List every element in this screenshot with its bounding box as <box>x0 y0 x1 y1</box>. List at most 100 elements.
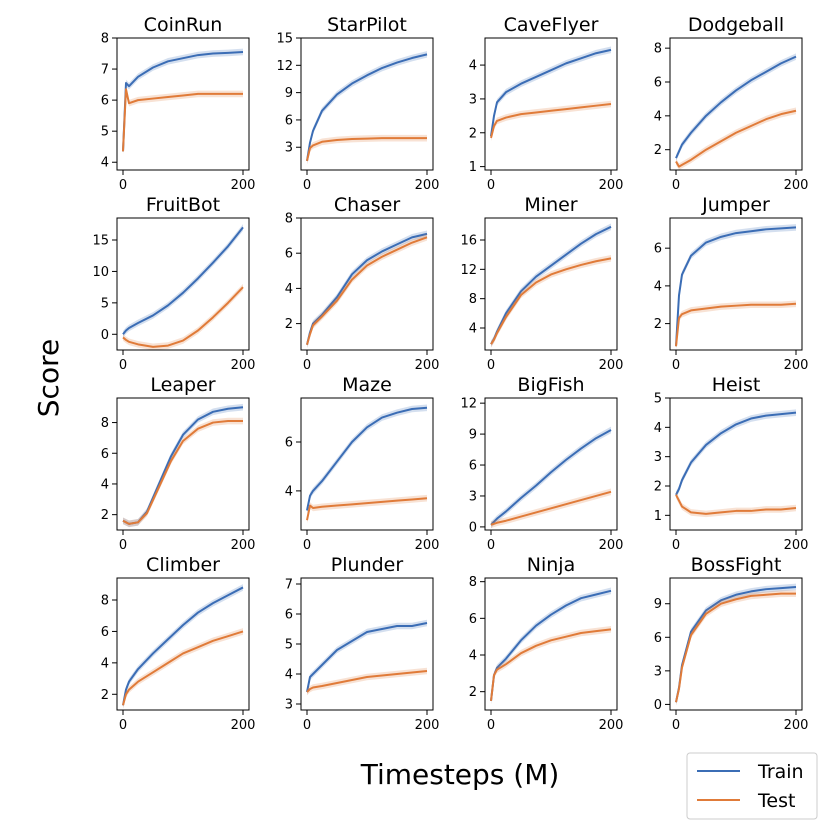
band-train <box>491 426 611 529</box>
y-tick-label: 3 <box>469 489 477 504</box>
x-tick-label: 200 <box>415 718 440 733</box>
y-tick-label: 6 <box>101 625 109 640</box>
band-test <box>491 626 611 705</box>
band-train <box>676 224 796 350</box>
panel-title: FruitBot <box>146 194 220 216</box>
panel-frame <box>669 397 803 531</box>
y-tick-label: 7 <box>285 578 293 593</box>
y-tick-label: 1 <box>654 509 662 524</box>
y-tick-label: 5 <box>101 296 109 311</box>
series-line-train <box>122 586 244 706</box>
y-tick-label: 3 <box>469 92 477 107</box>
y-tick-label: 8 <box>469 292 477 307</box>
y-tick-label: 4 <box>469 649 477 664</box>
series-line-test <box>306 670 428 693</box>
y-axis-label: Score <box>32 339 65 417</box>
y-tick-label: 6 <box>654 242 662 257</box>
band-train <box>491 46 611 140</box>
panel-title: Ninja <box>527 554 575 576</box>
series-line-train <box>306 53 428 162</box>
series-line-test <box>675 109 797 168</box>
y-tick-label: 6 <box>469 459 477 474</box>
series-line-train <box>122 50 244 152</box>
y-tick-label: 5 <box>285 638 293 653</box>
y-tick-label: 2 <box>101 688 109 703</box>
y-tick-label: 9 <box>285 86 293 101</box>
x-tick-label: 0 <box>672 718 680 733</box>
panel-caveflyer: CaveFlyer 1 2 3 4 0 200 <box>469 14 624 193</box>
x-tick-label: 200 <box>415 358 440 373</box>
y-tick-label: 15 <box>276 32 293 47</box>
series-line-test <box>490 257 612 345</box>
panel-title: Plunder <box>331 554 404 576</box>
series-line-train <box>122 226 244 335</box>
panel-frame <box>116 577 250 711</box>
y-tick-label: 6 <box>101 447 109 462</box>
band-test <box>123 85 243 155</box>
y-tick-label: 9 <box>654 597 662 612</box>
band-train <box>123 224 243 338</box>
panel-frame <box>484 37 618 171</box>
panel-maze: Maze 4 6 0 200 <box>285 374 440 553</box>
panel-frame <box>116 217 250 351</box>
series-line-test <box>122 420 243 525</box>
panel-title: Climber <box>146 554 220 576</box>
x-tick-label: 0 <box>303 538 311 553</box>
y-tick-label: 5 <box>101 125 109 140</box>
panel-heist: Heist 1 2 3 4 5 0 200 <box>654 374 809 553</box>
panel-frame <box>116 37 250 171</box>
panel-title: Leaper <box>150 374 215 396</box>
legend-frame <box>686 752 818 820</box>
y-tick-label: 4 <box>469 59 477 74</box>
y-tick-label: 12 <box>460 263 477 278</box>
x-tick-label: 200 <box>231 178 256 193</box>
y-tick-label: 3 <box>285 698 293 713</box>
panel-frame <box>669 217 803 351</box>
band-train <box>123 584 243 709</box>
band-train <box>676 53 796 162</box>
series-line-test <box>306 497 428 521</box>
panel-bigfish: BigFish 0 3 6 9 12 0 200 <box>460 374 623 553</box>
series-line-test <box>490 490 612 526</box>
x-tick-label: 200 <box>784 538 809 553</box>
y-tick-label: 2 <box>285 317 293 332</box>
panel-title: Jumper <box>701 194 770 216</box>
panel-dodgeball: Dodgeball 2 4 6 8 0 200 <box>654 14 809 193</box>
panel-fruitbot: FruitBot 0 5 10 15 0 200 <box>92 194 255 373</box>
y-tick-label: 9 <box>469 428 477 443</box>
y-tick-label: 6 <box>469 612 477 627</box>
x-tick-label: 0 <box>487 538 495 553</box>
y-tick-label: 3 <box>654 450 662 465</box>
y-tick-label: 8 <box>285 212 293 227</box>
series-line-test <box>675 592 796 703</box>
y-tick-label: 8 <box>101 416 109 431</box>
x-tick-label: 200 <box>231 718 256 733</box>
y-tick-label: 4 <box>654 279 662 294</box>
panel-frame <box>484 577 618 711</box>
legend-test-label: Test <box>757 790 795 812</box>
y-tick-label: 6 <box>654 76 662 91</box>
x-tick-label: 0 <box>672 358 680 373</box>
panel-title: Dodgeball <box>688 14 784 36</box>
series-line-train <box>306 622 428 693</box>
y-tick-label: 2 <box>654 143 662 158</box>
panel-miner: Miner 4 8 12 16 0 200 <box>460 194 623 373</box>
legend-train-label: Train <box>757 761 804 783</box>
band-train <box>676 409 796 499</box>
x-tick-label: 0 <box>303 358 311 373</box>
panel-frame <box>300 577 434 711</box>
y-tick-label: 0 <box>101 328 109 343</box>
y-tick-label: 4 <box>469 322 477 337</box>
y-tick-label: 8 <box>654 42 662 57</box>
band-test <box>307 494 427 524</box>
legend: Train Test <box>686 752 818 820</box>
panel-climber: Climber 2 4 6 8 0 200 <box>101 554 256 733</box>
panel-coinrun: CoinRun 4 5 6 7 8 0 200 <box>101 14 256 193</box>
y-tick-label: 12 <box>276 59 293 74</box>
x-tick-label: 200 <box>599 178 624 193</box>
series-line-train <box>490 429 612 526</box>
y-tick-label: 7 <box>101 63 109 78</box>
band-test <box>676 590 796 706</box>
x-tick-label: 200 <box>231 538 256 553</box>
y-tick-label: 16 <box>460 234 477 249</box>
